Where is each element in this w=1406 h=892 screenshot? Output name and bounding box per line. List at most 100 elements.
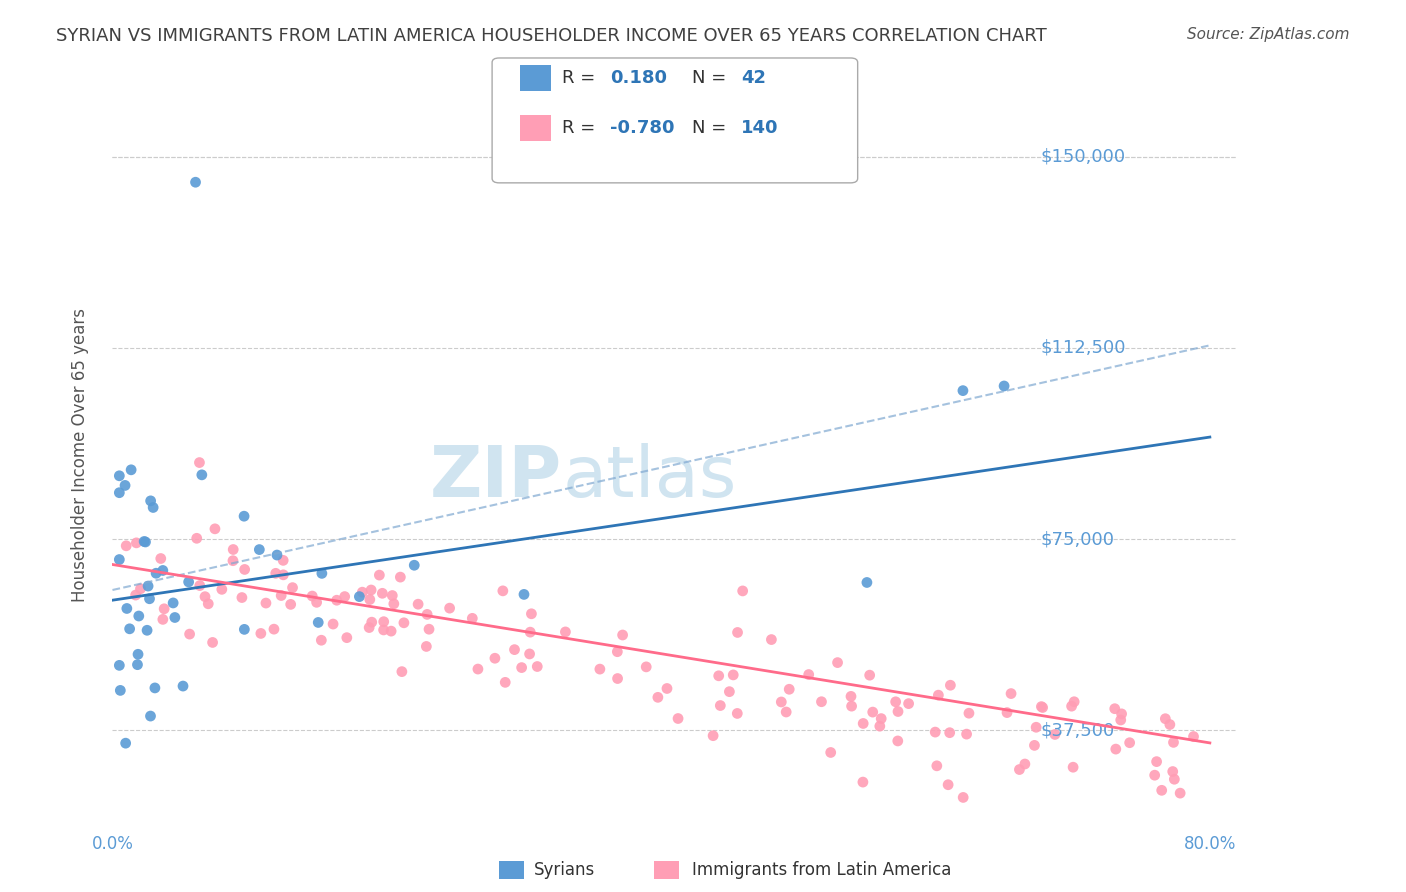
Point bbox=[301, 589, 323, 603]
Point bbox=[770, 695, 793, 709]
Point bbox=[1154, 712, 1177, 726]
Point bbox=[415, 640, 437, 654]
Point bbox=[655, 681, 678, 696]
Point bbox=[184, 175, 207, 189]
Point bbox=[152, 612, 174, 626]
Point bbox=[281, 581, 304, 595]
Point bbox=[1146, 755, 1168, 769]
Y-axis label: Householder Income Over 65 years: Householder Income Over 65 years bbox=[70, 308, 89, 602]
Point bbox=[761, 632, 783, 647]
Point bbox=[368, 568, 391, 582]
Point bbox=[927, 688, 949, 702]
Point bbox=[887, 705, 910, 719]
Point bbox=[149, 551, 172, 566]
Point bbox=[197, 597, 219, 611]
Point bbox=[841, 699, 863, 714]
Point bbox=[392, 615, 415, 630]
Point bbox=[416, 607, 439, 622]
Point bbox=[211, 582, 233, 597]
Point bbox=[1109, 713, 1132, 727]
Point bbox=[1161, 764, 1184, 779]
Point bbox=[360, 615, 382, 630]
Point bbox=[1062, 760, 1084, 774]
Point bbox=[526, 659, 548, 673]
Point bbox=[143, 681, 166, 695]
Point bbox=[326, 593, 349, 607]
Point bbox=[1150, 783, 1173, 797]
Point bbox=[647, 690, 669, 705]
Point bbox=[127, 648, 149, 662]
Point bbox=[108, 658, 131, 673]
Point bbox=[373, 623, 395, 637]
Point bbox=[1118, 736, 1140, 750]
Point bbox=[152, 564, 174, 578]
Point bbox=[636, 660, 658, 674]
Point bbox=[869, 719, 891, 733]
Point bbox=[1043, 727, 1066, 741]
Text: atlas: atlas bbox=[562, 443, 737, 512]
Point bbox=[136, 579, 159, 593]
Point bbox=[725, 706, 748, 721]
Point bbox=[129, 582, 152, 596]
Point bbox=[172, 679, 194, 693]
Point bbox=[124, 588, 146, 602]
Point bbox=[266, 548, 288, 562]
Point bbox=[936, 778, 959, 792]
Point bbox=[222, 542, 245, 557]
Point bbox=[404, 558, 426, 573]
Point bbox=[115, 539, 138, 553]
Point bbox=[349, 590, 371, 604]
Point bbox=[127, 657, 149, 672]
Text: Immigrants from Latin America: Immigrants from Latin America bbox=[692, 861, 950, 879]
Text: 42: 42 bbox=[741, 70, 766, 87]
Point bbox=[925, 759, 948, 773]
Point bbox=[311, 566, 333, 581]
Point bbox=[1024, 739, 1046, 753]
Point bbox=[707, 669, 730, 683]
Point bbox=[612, 628, 634, 642]
Point bbox=[606, 645, 628, 659]
Text: -0.780: -0.780 bbox=[610, 120, 675, 137]
Point bbox=[270, 589, 292, 603]
Point bbox=[108, 485, 131, 500]
Point bbox=[1105, 742, 1128, 756]
Text: $37,500: $37,500 bbox=[1040, 721, 1115, 739]
Point bbox=[204, 522, 226, 536]
Point bbox=[373, 615, 395, 629]
Point bbox=[503, 642, 526, 657]
Point bbox=[554, 624, 576, 639]
Point bbox=[993, 379, 1015, 393]
Point bbox=[1008, 763, 1031, 777]
Point bbox=[1182, 730, 1205, 744]
Point bbox=[333, 590, 356, 604]
Point bbox=[145, 566, 167, 581]
Point bbox=[702, 729, 724, 743]
Point bbox=[371, 586, 394, 600]
Point bbox=[136, 624, 159, 638]
Text: $112,500: $112,500 bbox=[1040, 339, 1126, 357]
Point bbox=[188, 456, 211, 470]
Point bbox=[110, 683, 132, 698]
Point bbox=[114, 478, 136, 492]
Point bbox=[418, 622, 440, 636]
Point bbox=[1159, 717, 1181, 731]
Point bbox=[520, 607, 543, 621]
Point bbox=[360, 582, 382, 597]
Point bbox=[108, 468, 131, 483]
Point bbox=[201, 635, 224, 649]
Point bbox=[139, 709, 162, 723]
Text: SYRIAN VS IMMIGRANTS FROM LATIN AMERICA HOUSEHOLDER INCOME OVER 65 YEARS CORRELA: SYRIAN VS IMMIGRANTS FROM LATIN AMERICA … bbox=[56, 27, 1047, 45]
Point bbox=[389, 570, 412, 584]
Point bbox=[995, 706, 1018, 720]
Point bbox=[1032, 700, 1054, 714]
Point bbox=[1111, 706, 1133, 721]
Point bbox=[108, 552, 131, 566]
Point bbox=[125, 536, 148, 550]
Point bbox=[778, 682, 800, 697]
Point bbox=[381, 589, 404, 603]
Point bbox=[186, 531, 208, 545]
Point bbox=[467, 662, 489, 676]
Text: 0.0%: 0.0% bbox=[91, 835, 134, 853]
Point bbox=[852, 775, 875, 789]
Point bbox=[1163, 772, 1185, 787]
